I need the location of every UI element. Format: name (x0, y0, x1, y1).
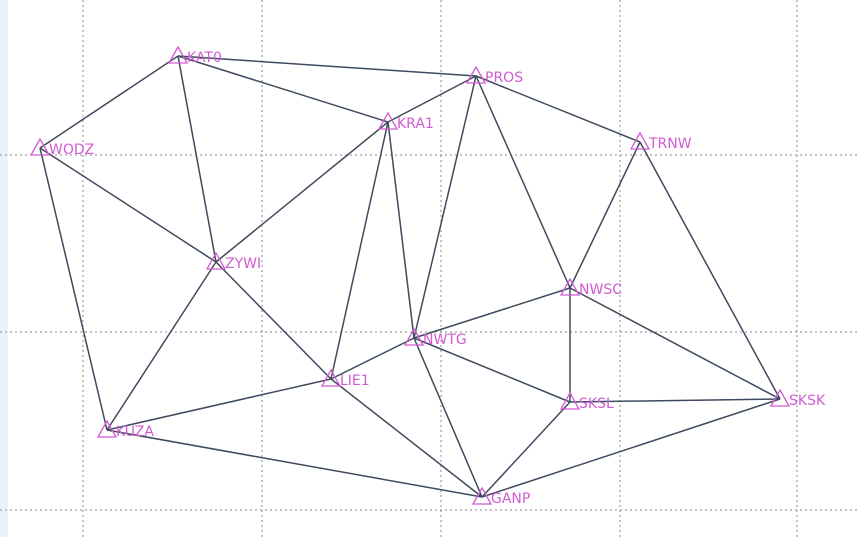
station-triangle-icon (559, 277, 581, 296)
station-triangle-icon (465, 65, 487, 84)
station-triangle-icon (377, 111, 399, 130)
station-triangle-icon (167, 45, 189, 64)
baseline-lie1-kuza (106, 378, 332, 431)
station-label: SKSK (789, 393, 826, 409)
station-label: SKSL (579, 396, 614, 412)
baseline-pros-nwsc (475, 75, 571, 289)
station-triangle-icon (29, 137, 51, 156)
left-edge-strip (0, 0, 8, 537)
baseline-kat0-pros (177, 55, 477, 77)
baseline-kra1-zywi (215, 121, 389, 263)
baseline-kra1-lie1 (330, 121, 389, 380)
baseline-nwsc-sksk (569, 287, 781, 400)
baseline-pros-nwtg (413, 75, 477, 339)
station-kat0: KAT0 (167, 45, 222, 66)
baseline-wodz-kuza (39, 147, 108, 431)
baseline-sksl-ganp (481, 401, 571, 498)
station-kra1: KRA1 (377, 111, 434, 132)
baseline-kat0-wodz (39, 55, 179, 149)
station-lie1: LIE1 (320, 368, 370, 389)
baseline-nwsc-nwtg (413, 287, 571, 339)
station-label: KRA1 (397, 116, 434, 132)
station-triangle-icon (96, 419, 118, 438)
station-label: WODZ (49, 142, 94, 158)
station-label: ZYWI (225, 256, 261, 272)
station-label: NWSC (579, 282, 622, 298)
baseline-trnw-nwsc (569, 141, 641, 289)
baseline-zywi-kuza (106, 261, 217, 431)
station-trnw: TRNW (629, 131, 692, 152)
station-triangle-icon (403, 327, 425, 346)
baseline-nwtg-ganp (413, 337, 483, 498)
baseline-sksl-sksk (569, 398, 781, 403)
station-nwsc: NWSC (559, 277, 622, 298)
station-wodz: WODZ (29, 137, 94, 158)
baseline-pros-kra1 (387, 75, 477, 123)
station-sksl: SKSL (559, 391, 614, 412)
station-label: KUZA (116, 424, 154, 440)
station-kuza: KUZA (96, 419, 154, 440)
station-triangle-icon (471, 486, 493, 505)
baseline-kuza-ganp (106, 429, 483, 498)
station-label: GANP (491, 491, 530, 507)
baseline-nwtg-sksl (413, 337, 571, 403)
baseline-nwtg-lie1 (330, 337, 415, 380)
station-triangle-icon (320, 368, 342, 387)
station-nwtg: NWTG (403, 327, 467, 348)
station-label: TRNW (648, 136, 692, 152)
baseline-sksk-ganp (481, 398, 781, 498)
station-triangle-icon (205, 251, 227, 270)
station-triangle-icon (559, 391, 581, 410)
station-triangle-icon (629, 131, 651, 150)
baseline-pros-trnw (475, 75, 641, 143)
station-label: KAT0 (187, 50, 222, 66)
baselines (39, 55, 781, 498)
station-label: PROS (485, 70, 523, 86)
stations: KAT0 PROS KRA1 TRNW WODZ ZYWI NWSC NWTG LIE1 SKSL… (29, 45, 826, 507)
baseline-zywi-lie1 (215, 261, 332, 380)
station-ganp: GANP (471, 486, 530, 507)
baseline-wodz-zywi (39, 147, 217, 263)
baseline-kat0-zywi (177, 55, 217, 263)
station-label: NWTG (423, 332, 467, 348)
station-triangle-icon (769, 388, 791, 407)
station-sksk: SKSK (769, 388, 826, 409)
station-pros: PROS (465, 65, 523, 86)
baseline-trnw-sksk (639, 141, 781, 400)
station-label: LIE1 (340, 373, 370, 389)
baseline-kra1-nwtg (387, 121, 415, 339)
baseline-lie1-ganp (330, 378, 483, 498)
baseline-kat0-kra1 (177, 55, 389, 123)
station-zywi: ZYWI (205, 251, 261, 272)
